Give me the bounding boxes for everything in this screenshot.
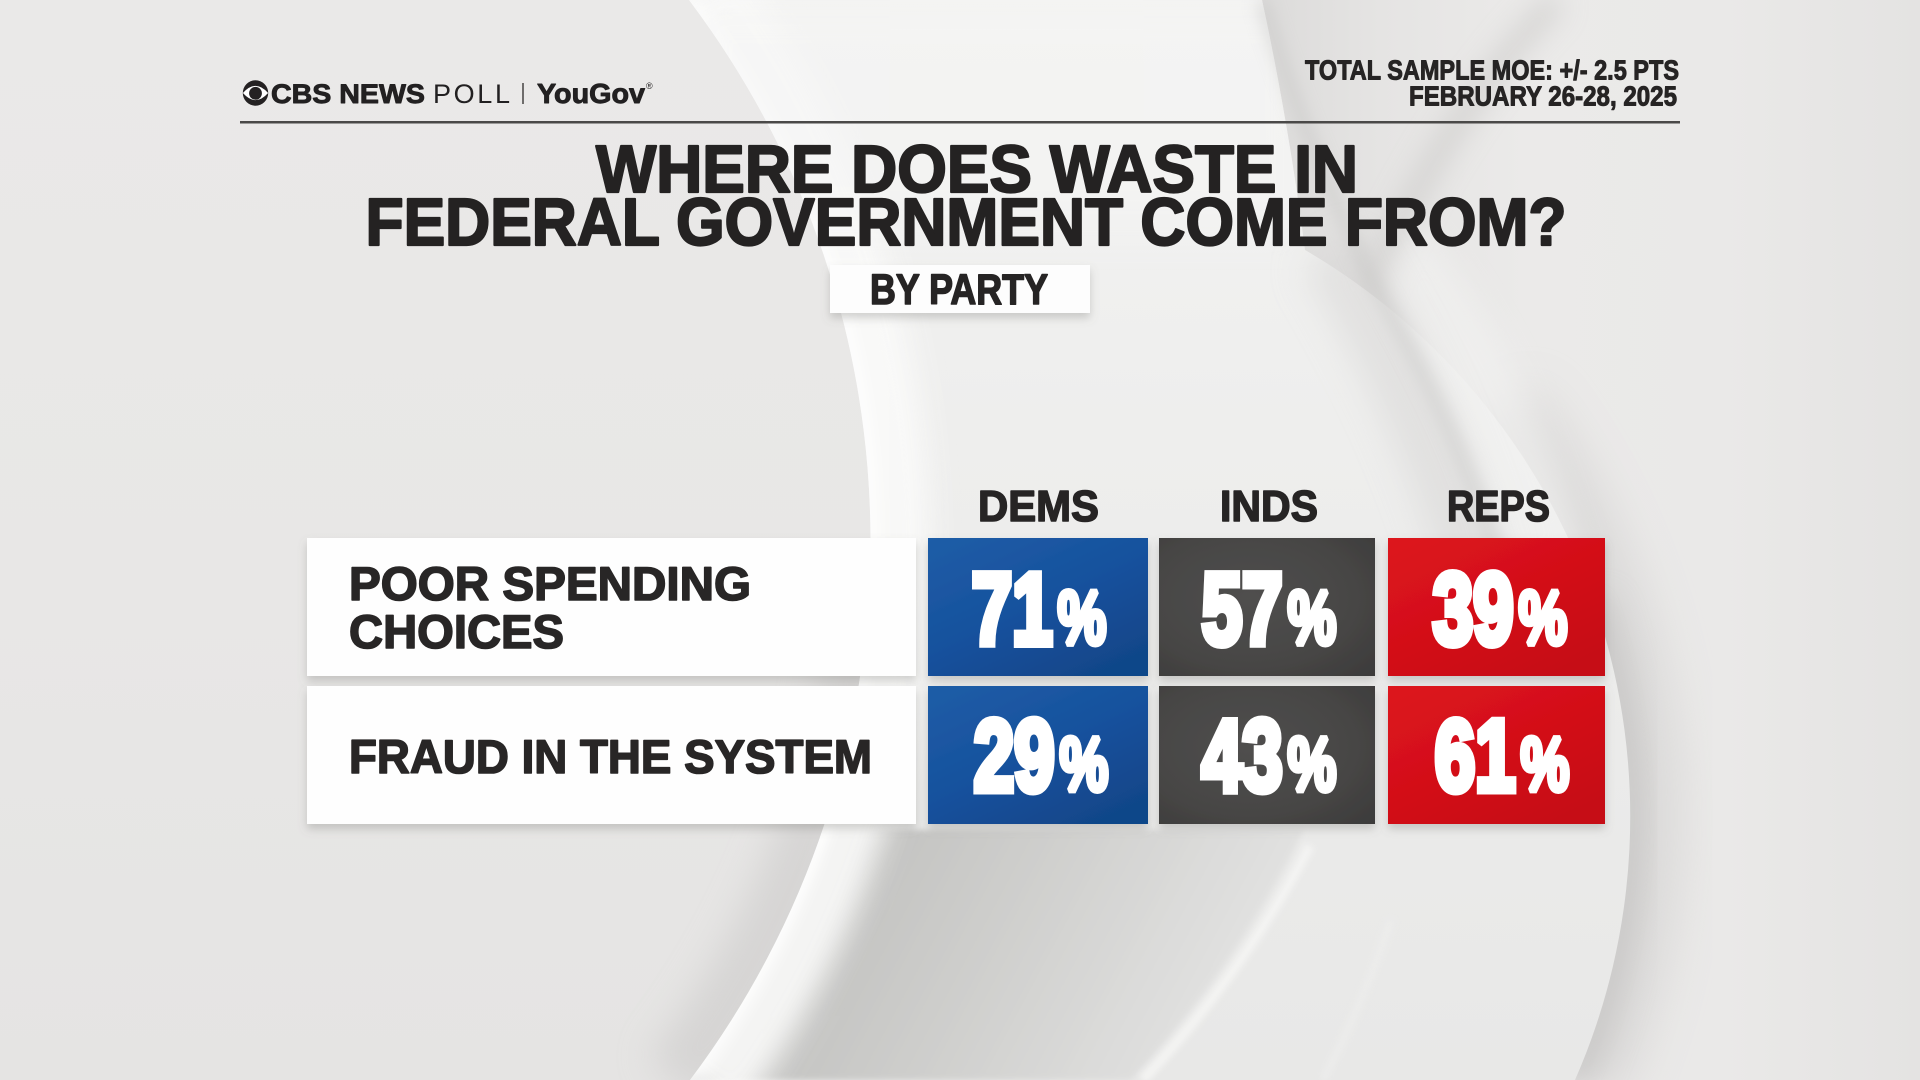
svg-text:CHOICES: CHOICES xyxy=(349,605,564,658)
svg-text:CBS NEWS: CBS NEWS xyxy=(271,79,425,109)
svg-text:DEMS: DEMS xyxy=(978,483,1099,531)
svg-text:FRAUD IN THE SYSTEM: FRAUD IN THE SYSTEM xyxy=(349,730,872,783)
svg-text:TOTAL SAMPLE MOE: +/- 2.5 PTS: TOTAL SAMPLE MOE: +/- 2.5 PTS xyxy=(1305,55,1679,86)
svg-text:WHERE DOES WASTE IN: WHERE DOES WASTE IN xyxy=(596,132,1358,207)
svg-text:YouGov: YouGov xyxy=(537,78,645,109)
svg-text:®: ® xyxy=(646,81,653,91)
svg-text:POLL: POLL xyxy=(433,79,510,109)
svg-text:57%: 57% xyxy=(1202,552,1337,666)
svg-text:29%: 29% xyxy=(974,699,1109,813)
svg-text:71%: 71% xyxy=(972,552,1107,666)
svg-text:FEBRUARY 26-28, 2025: FEBRUARY 26-28, 2025 xyxy=(1409,81,1677,112)
svg-text:INDS: INDS xyxy=(1220,483,1318,531)
svg-text:POOR SPENDING: POOR SPENDING xyxy=(349,557,751,610)
svg-text:REPS: REPS xyxy=(1447,483,1550,531)
svg-text:BY PARTY: BY PARTY xyxy=(870,267,1048,314)
svg-text:39%: 39% xyxy=(1433,552,1568,666)
svg-text:FEDERAL GOVERNMENT COME FROM?: FEDERAL GOVERNMENT COME FROM? xyxy=(366,185,1567,260)
svg-text:43%: 43% xyxy=(1202,699,1337,813)
